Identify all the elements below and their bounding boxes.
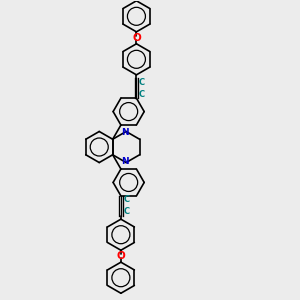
Text: C: C [123,195,129,204]
Text: O: O [116,250,125,261]
Text: C: C [123,207,129,216]
Text: C: C [139,78,145,87]
Text: N: N [121,157,128,166]
Text: O: O [132,33,141,43]
Text: N: N [121,128,128,137]
Text: C: C [139,90,145,99]
